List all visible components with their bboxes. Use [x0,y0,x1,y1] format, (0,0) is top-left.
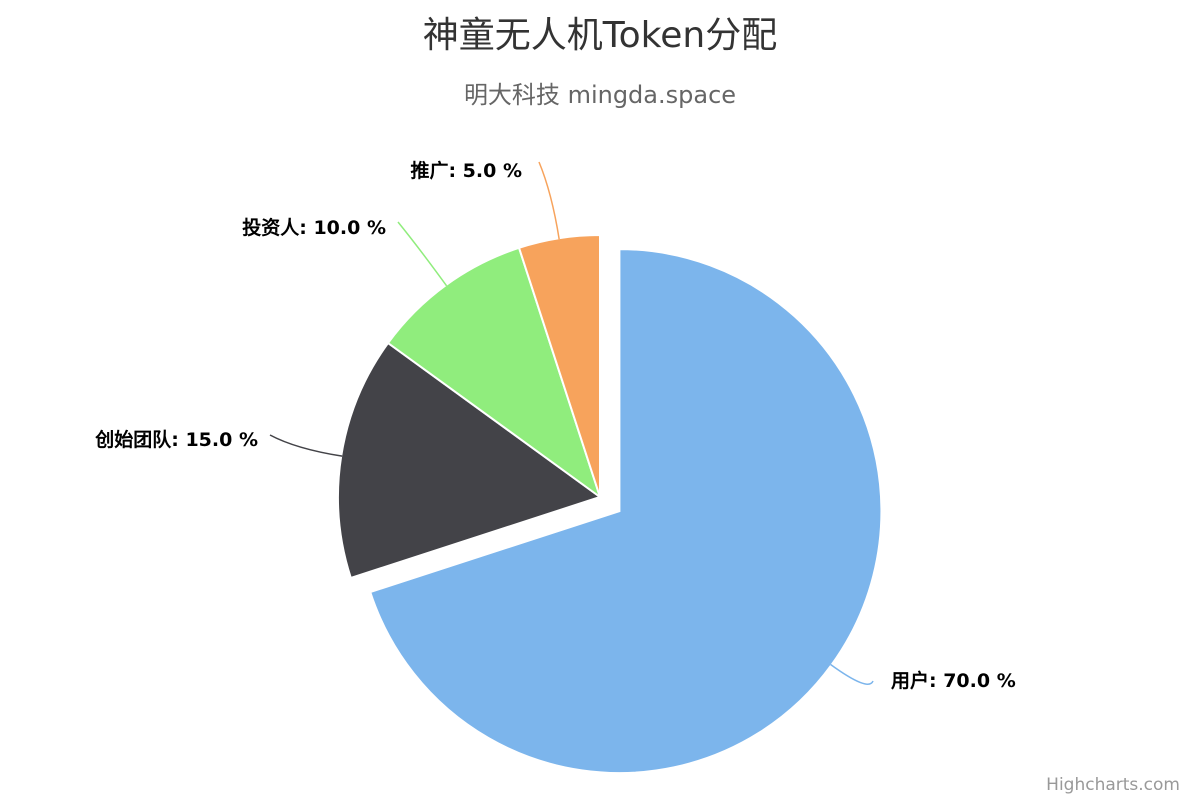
data-label-1: 用户: 70.0 % [891,669,1016,692]
pie-slices [337,233,883,775]
label-connector-4 [538,161,560,240]
pie-connectors [269,161,874,685]
label-connector-3 [397,221,448,287]
label-connector-2 [269,434,343,457]
data-label-4: 推广: 5.0 % [410,159,522,182]
data-label-3: 投资人: 10.0 % [242,216,386,239]
data-label-2: 创始团队: 15.0 % [94,428,258,451]
chart-subtitle: 明大科技 mingda.space [464,81,736,109]
pie-labels: 用户: 70.0 % 创始团队: 15.0 % 投资人: 10.0 % 推广: 5.0… [94,159,1016,692]
chart-title: 神童无人机Token分配 [423,15,777,56]
label-connector-1 [830,663,874,685]
highcharts-credit[interactable]: Highcharts.com [1046,775,1180,795]
